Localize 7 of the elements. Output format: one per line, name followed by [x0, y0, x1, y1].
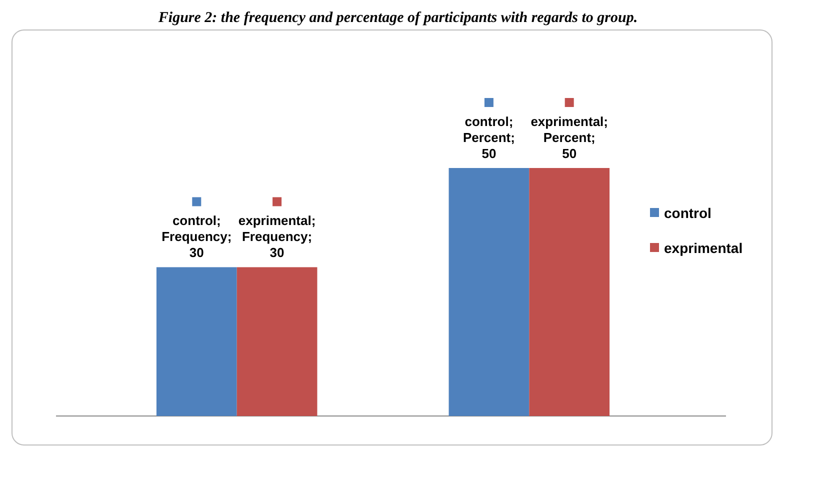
legend-label: exprimental	[664, 240, 743, 256]
legend-label: control	[664, 205, 712, 221]
chart-title: Figure 2: the frequency and percentage of participants with regards to group.	[157, 10, 638, 26]
data-label: exprimental; Percent; 50	[530, 114, 608, 161]
data-label: control; Frequency; 30	[162, 213, 232, 260]
data-label: exprimental; Frequency; 30	[238, 213, 316, 260]
data-label: control; Percent; 50	[462, 114, 515, 161]
